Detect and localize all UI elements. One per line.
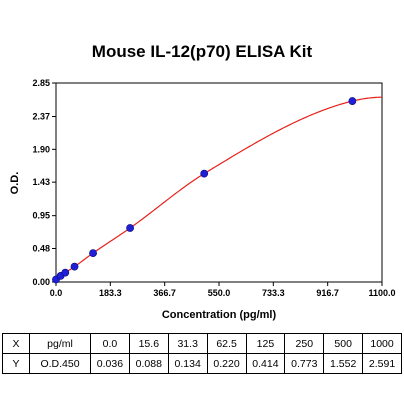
table-value-cell: 0.088: [128, 353, 169, 374]
table-value-cell: 125: [245, 333, 286, 354]
data-points: [52, 97, 357, 284]
table-value-cell: 0.414: [245, 353, 286, 374]
table-value-cell: 31.3: [167, 333, 208, 354]
x-axis-label: Concentration (pg/ml): [162, 309, 277, 321]
table-axis-cell: Y: [2, 353, 30, 374]
x-tick-label: 916.7: [316, 288, 339, 298]
table-value-cell: 0.0: [90, 333, 130, 354]
table-value-cell: 0.220: [206, 353, 247, 374]
x-tick-label: 366.7: [153, 288, 176, 298]
table-unit-cell: pg/ml: [29, 333, 91, 354]
table-value-cell: 250: [284, 333, 325, 354]
table-value-cell: 2.591: [362, 353, 402, 374]
table-row: Y O.D.450 0.036 0.088 0.134 0.220 0.414 0.773 1.…: [2, 353, 402, 374]
data-point: [61, 268, 70, 277]
y-tick-label: 0.95: [32, 211, 50, 221]
table-value-cell: 0.773: [284, 353, 325, 374]
x-tick-label: 733.3: [262, 288, 285, 298]
table-axis-cell: X: [2, 333, 30, 354]
table-value-cell: 15.6: [128, 333, 169, 354]
table-unit-cell: O.D.450: [29, 353, 91, 374]
chart-title: Mouse IL-12(p70) ELISA Kit: [92, 42, 313, 61]
y-axis: 0.00 0.48 0.95 1.43 1.90 2.37 2.85: [32, 78, 56, 287]
table-value-cell: 1.552: [323, 353, 364, 374]
chart: Mouse IL-12(p70) ELISA Kit 0.00 0.48 0.95 1…: [9, 42, 396, 321]
x-axis: 0.0 183.3 366.7 550.0 733.3 916.7 1100.0: [50, 282, 396, 298]
table-value-cell: 1000: [362, 333, 402, 354]
y-tick-label: 2.37: [32, 112, 50, 122]
data-point: [200, 169, 209, 178]
y-tick-label: 1.90: [32, 144, 50, 154]
y-tick-label: 2.85: [32, 78, 50, 88]
data-point: [70, 262, 79, 271]
table-value-cell: 0.134: [167, 353, 208, 374]
y-tick-label: 0.00: [32, 277, 50, 287]
x-tick-label: 0.0: [50, 288, 63, 298]
table-value-cell: 0.036: [90, 353, 130, 374]
x-tick-label: 1100.0: [368, 288, 395, 298]
table-value-cell: 62.5: [206, 333, 247, 354]
y-tick-label: 1.43: [32, 177, 50, 187]
table-value-cell: 500: [323, 333, 364, 354]
x-tick-label: 550.0: [208, 288, 231, 298]
plot-area: [55, 82, 383, 283]
y-axis-label: O.D.: [9, 172, 21, 195]
y-tick-label: 0.48: [32, 243, 50, 253]
data-point: [126, 224, 134, 232]
fit-curve: [55, 96, 383, 280]
x-tick-label: 183.3: [99, 288, 122, 298]
data-point: [348, 97, 357, 105]
data-point: [89, 249, 97, 257]
